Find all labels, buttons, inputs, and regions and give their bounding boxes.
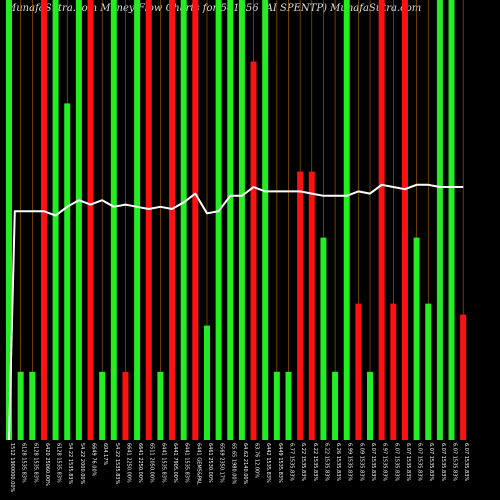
x-tick-label: 65.65 1980.00% bbox=[230, 443, 236, 485]
x-tick-label: 6.22 1535.83% bbox=[312, 443, 318, 481]
x-tick-label: 6441 1535.83% bbox=[184, 443, 190, 483]
bar-10 bbox=[110, 0, 117, 440]
x-tick-label: 6.09 1535.83% bbox=[358, 443, 364, 481]
bar-18 bbox=[203, 325, 210, 440]
bar-6 bbox=[64, 103, 71, 441]
chart-title: MunafaSutra.com Money Flow Charts for 54… bbox=[6, 3, 422, 14]
x-tick-label: 54.22 2000.00% bbox=[79, 443, 85, 485]
x-tick-label: 6.07 1535.83% bbox=[417, 443, 423, 481]
x-labels-group: 1512 1900000.00% 6128 1535.83% 6128 1535.8… bbox=[9, 443, 469, 493]
bar-7 bbox=[75, 0, 82, 440]
bar-30 bbox=[343, 0, 350, 440]
bar-35 bbox=[401, 0, 408, 440]
x-tick-label: 6128 1535.83% bbox=[32, 443, 38, 483]
bar-15 bbox=[169, 0, 176, 440]
x-tick-label: 6449 1535.83% bbox=[277, 443, 283, 483]
x-tick-label: 6128 1535.83% bbox=[21, 443, 27, 483]
bar-14 bbox=[157, 371, 164, 440]
bar-12 bbox=[134, 0, 141, 440]
x-tick-label: 6.07 1535.83% bbox=[440, 443, 446, 481]
bar-33 bbox=[378, 0, 385, 440]
x-tick-label: 6420 25060.00% bbox=[44, 443, 50, 486]
bar-38 bbox=[436, 0, 443, 440]
bar-19 bbox=[215, 0, 222, 440]
bar-17 bbox=[192, 0, 199, 440]
bar-28 bbox=[320, 237, 327, 440]
bar-23 bbox=[262, 0, 269, 440]
bar-9 bbox=[99, 371, 106, 440]
x-tick-label: 6641 2250.00% bbox=[137, 443, 143, 483]
x-tick-label: 6649 76.00% bbox=[91, 443, 97, 477]
x-tick-label: 604.17% bbox=[102, 443, 108, 465]
bar-25 bbox=[285, 371, 292, 440]
bar-1 bbox=[6, 0, 12, 440]
bar-11 bbox=[122, 371, 129, 440]
x-tick-label: 6441 1535.83% bbox=[160, 443, 166, 483]
x-tick-label: 6441 GEMS&PAL bbox=[195, 443, 201, 485]
x-tick-label: 54.22 1535.83% bbox=[67, 443, 73, 485]
x-tick-label: 64.62 2140.00% bbox=[242, 443, 248, 485]
x-tick-label: 6.07 1535.83% bbox=[370, 443, 376, 481]
bar-29 bbox=[332, 371, 339, 440]
x-tick-label: 6.26 1535.83% bbox=[335, 443, 341, 481]
x-tick-label: 6.22 1535.83% bbox=[323, 443, 329, 481]
x-tick-label: 6.99 1535.83% bbox=[347, 443, 353, 481]
bar-32 bbox=[367, 371, 374, 440]
bar-16 bbox=[180, 0, 187, 440]
bar-24 bbox=[273, 371, 280, 440]
x-tick-label: 6.97 1535.83% bbox=[382, 443, 388, 481]
bar-40 bbox=[460, 314, 467, 440]
bar-22 bbox=[250, 61, 257, 440]
x-tick-label: 6.07 1535.83% bbox=[463, 443, 469, 481]
bar-37 bbox=[425, 303, 432, 440]
x-tick-label: 6442 1535.83% bbox=[265, 443, 271, 483]
x-tick-label: 6.07 1535.83% bbox=[405, 443, 411, 481]
bar-26 bbox=[297, 171, 304, 440]
bar-27 bbox=[308, 171, 315, 440]
x-tick-label: 6.07 1535.83% bbox=[428, 443, 434, 481]
x-tick-label: 6128 1535.83% bbox=[56, 443, 62, 483]
x-tick-label: 6.07 1535.83% bbox=[452, 443, 458, 481]
bar-39 bbox=[448, 0, 455, 440]
x-tick-label: 6.22 1535.83% bbox=[300, 443, 306, 481]
x-tick-label: 6.77 1535.83% bbox=[288, 443, 294, 481]
bar-3 bbox=[29, 371, 36, 440]
x-tick-label: 6441 7905.00% bbox=[172, 443, 178, 483]
x-tick-label: 6.07 1535.83% bbox=[393, 443, 399, 481]
bars-group bbox=[6, 0, 467, 441]
x-tick-label: 1512 1900000.00% bbox=[9, 443, 15, 493]
bar-36 bbox=[413, 237, 420, 440]
bar-13 bbox=[145, 0, 152, 440]
bar-8 bbox=[87, 0, 94, 440]
bar-31 bbox=[355, 303, 362, 440]
bar-34 bbox=[390, 303, 397, 440]
bar-20 bbox=[227, 0, 234, 440]
x-tick-label: 6569 2350.17% bbox=[219, 443, 225, 483]
x-tick-label: 63.76 12.00% bbox=[254, 443, 260, 478]
x-tick-label: 6461 2530.00% bbox=[207, 443, 213, 483]
x-tick-label: 6511 2050.00% bbox=[149, 443, 155, 483]
bar-2 bbox=[17, 371, 24, 440]
x-tick-label: 54.22 1535.83% bbox=[114, 443, 120, 485]
bar-5 bbox=[52, 0, 59, 440]
bar-21 bbox=[238, 0, 245, 440]
bar-4 bbox=[40, 0, 47, 440]
money-flow-line-group bbox=[8, 183, 464, 441]
x-tick-label: 6641 2250.00% bbox=[125, 443, 131, 483]
money-flow-line bbox=[8, 183, 464, 441]
